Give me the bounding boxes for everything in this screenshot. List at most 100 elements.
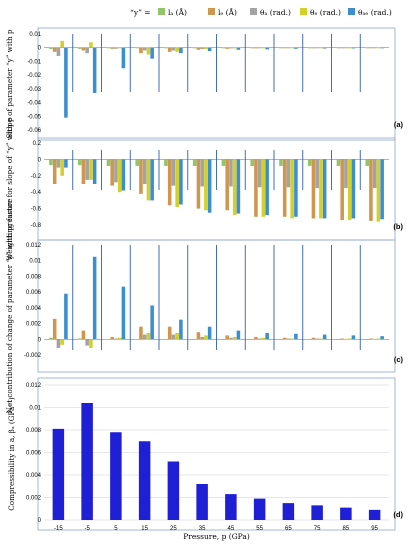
bar-thab-6 xyxy=(236,330,241,340)
panel-b: 0.2 0 -0.2 -0.4 -0.6 -0.8 Weighting factor for… xyxy=(5,117,404,261)
bar-thab-1 xyxy=(92,159,97,184)
panel-d: 0.012 0.01 0.008 0.006 0.004 0.002 0 -15 -5 5 15 25… xyxy=(7,377,404,541)
bar-la-3 xyxy=(135,47,139,49)
bar-tha-0 xyxy=(56,339,61,348)
bar-tha-1 xyxy=(85,339,89,346)
bar-la-6 xyxy=(221,47,226,49)
bar-thab-10 xyxy=(351,47,356,49)
bar-la-4 xyxy=(164,159,168,166)
bar-la-7 xyxy=(250,47,254,49)
bar-thb-1 xyxy=(89,159,93,180)
bar-tha-5 xyxy=(200,336,204,340)
bar-lb-11 xyxy=(369,159,373,221)
bar-thb-11 xyxy=(376,159,381,222)
bar-la-4 xyxy=(164,339,168,340)
x-tick-label: 15 xyxy=(141,526,148,532)
bar-4 xyxy=(167,461,180,520)
bar-3 xyxy=(138,441,151,520)
bar-tha-5 xyxy=(200,47,204,50)
bar-tha-4 xyxy=(171,159,176,186)
bar-lb-11 xyxy=(369,338,373,340)
bar-lb-11 xyxy=(369,47,373,49)
bar-thb-3 xyxy=(146,159,151,201)
y-tick-label: 0.01 xyxy=(29,259,41,265)
bar-lb-4 xyxy=(167,326,172,340)
bar-tha-1 xyxy=(85,47,89,54)
bar-thb-6 xyxy=(232,47,237,49)
bar-tha-8 xyxy=(286,159,291,188)
bar-lb-4 xyxy=(167,159,172,206)
bar-thb-6 xyxy=(232,336,237,340)
bar-tha-9 xyxy=(315,47,319,49)
bar-thab-2 xyxy=(121,159,126,191)
bar-thb-8 xyxy=(290,338,294,340)
bar-la-2 xyxy=(106,339,111,340)
bar-tha-6 xyxy=(229,337,233,340)
bar-thab-5 xyxy=(207,326,212,340)
bar-11 xyxy=(368,509,381,520)
bar-tha-6 xyxy=(229,47,233,49)
y-tick-label: -0.06 xyxy=(27,128,41,134)
y-tick-label: -0.02 xyxy=(27,73,41,79)
bar-tha-2 xyxy=(114,159,118,183)
bar-tha-8 xyxy=(286,47,291,49)
bar-thab-9 xyxy=(322,159,327,219)
bar-lb-8 xyxy=(282,159,287,217)
bar-thab-8 xyxy=(294,47,298,49)
bar-lb-7 xyxy=(254,159,258,217)
bar-thab-1 xyxy=(92,256,97,340)
bar-thab-9 xyxy=(322,334,327,340)
y-axis-label: Weighting factor for slope of “y” with p xyxy=(5,117,14,261)
legend-swatch-0 xyxy=(158,8,165,15)
bar-thab-11 xyxy=(380,47,384,49)
bar-tha-0 xyxy=(56,47,61,56)
bar-tha-7 xyxy=(257,159,262,188)
bar-la-1 xyxy=(77,47,82,49)
bar-thb-11 xyxy=(376,338,381,340)
bar-8 xyxy=(282,503,295,520)
bar-tha-11 xyxy=(372,338,377,340)
bar-lb-6 xyxy=(225,159,229,211)
x-tick-label: 95 xyxy=(371,526,378,532)
bar-lb-7 xyxy=(254,47,258,49)
bar-10 xyxy=(340,507,352,520)
bar-lb-5 xyxy=(196,47,201,50)
bar-thb-10 xyxy=(347,47,352,49)
bar-9 xyxy=(311,505,323,520)
bar-tha-3 xyxy=(142,159,147,184)
y-tick-label: -0.01 xyxy=(27,59,41,65)
bar-thab-9 xyxy=(322,47,327,49)
bar-thab-0 xyxy=(64,159,68,168)
bar-thb-9 xyxy=(319,338,323,340)
bar-thb-4 xyxy=(175,333,179,340)
bar-tha-7 xyxy=(257,47,262,49)
bar-thab-6 xyxy=(236,47,241,50)
bar-thb-3 xyxy=(146,47,151,55)
bar-thb-2 xyxy=(117,159,122,193)
bar-la-9 xyxy=(307,339,312,340)
bar-lb-3 xyxy=(139,47,143,54)
bar-tha-11 xyxy=(372,47,377,49)
bar-5 xyxy=(196,484,208,520)
bar-lb-1 xyxy=(81,330,86,340)
bar-1 xyxy=(81,403,93,520)
bar-thab-7 xyxy=(265,159,269,216)
bar-thab-4 xyxy=(179,159,183,205)
bar-thb-3 xyxy=(146,333,151,340)
y-tick-label: -0.2 xyxy=(31,174,42,180)
bar-tha-2 xyxy=(114,47,118,49)
y-axis-label: Compressibility in a, βₐ (GPa⁻¹) xyxy=(7,397,16,511)
bar-tha-1 xyxy=(85,159,89,180)
x-tick-label: -5 xyxy=(84,526,90,532)
bar-la-10 xyxy=(336,159,341,166)
panel-frame xyxy=(37,377,396,531)
y-axis-label: Slope of parameter “y” with p xyxy=(5,29,14,138)
bar-tha-8 xyxy=(286,338,291,340)
bar-lb-1 xyxy=(81,47,86,51)
bar-lb-2 xyxy=(110,47,114,49)
legend-label-2: θₐ (rad.) xyxy=(260,8,291,17)
bar-thab-10 xyxy=(351,159,356,219)
x-axis-label: Pressure, p (GPa) xyxy=(183,532,250,541)
bar-la-6 xyxy=(221,159,226,166)
bar-lb-10 xyxy=(340,47,344,49)
